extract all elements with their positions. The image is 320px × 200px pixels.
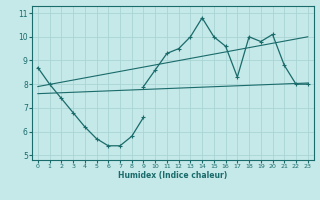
X-axis label: Humidex (Indice chaleur): Humidex (Indice chaleur) bbox=[118, 171, 228, 180]
